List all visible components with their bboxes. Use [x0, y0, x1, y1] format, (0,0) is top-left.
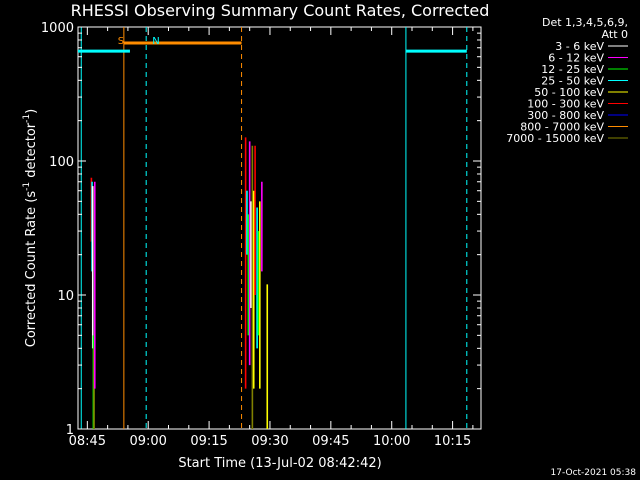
- flag-marker-n: N: [152, 36, 159, 47]
- x-axis-label: Start Time (13-Jul-02 08:42:42): [178, 456, 381, 471]
- legend-label-0: 3 - 6 keV: [555, 40, 604, 53]
- y-axis-label: Corrected Count Rate (s-1 detector-1): [22, 109, 39, 347]
- y-tick-label-0: 1: [66, 423, 74, 438]
- y-axis: 1 10 100 1000: [41, 21, 481, 438]
- x-tick-label-5: 10:00: [373, 434, 410, 449]
- y-tick-label-3: 1000: [41, 21, 74, 36]
- y-axis-label-sup2: -1: [22, 114, 32, 123]
- legend-label-2: 12 - 25 keV: [541, 63, 604, 76]
- flag-marker-s: S: [118, 36, 124, 47]
- legend-label-8: 7000 - 15000 keV: [506, 132, 604, 145]
- legend-label-3: 25 - 50 keV: [541, 75, 604, 88]
- legend-label-1: 6 - 12 keV: [548, 52, 604, 65]
- x-tick-label-6: 10:15: [434, 434, 471, 449]
- legend-label-6: 300 - 800 keV: [527, 109, 604, 122]
- x-tick-label-1: 09:00: [129, 434, 166, 449]
- footer-timestamp: 17-Oct-2021 05:38: [551, 468, 637, 478]
- x-tick-label-0: 08:45: [69, 434, 106, 449]
- y-axis-label-part3: ): [24, 109, 39, 114]
- y-axis-label-part2: detector: [24, 122, 39, 182]
- legend-header-1: Det 1,3,4,5,6,9,: [542, 16, 628, 29]
- x-tick-label-3: 09:30: [251, 434, 288, 449]
- legend-label-7: 800 - 7000 keV: [520, 121, 604, 134]
- chart-title: RHESSI Observing Summary Count Rates, Co…: [71, 1, 490, 20]
- x-tick-label-2: 09:15: [190, 434, 227, 449]
- x-axis: 08:45 09:00 09:15 09:30 09:45 10:00 10:15: [69, 27, 474, 449]
- plot-frame: [77, 26, 482, 430]
- y-tick-label-2: 100: [49, 155, 74, 170]
- x-tick-label-4: 09:45: [312, 434, 349, 449]
- y-tick-label-1: 10: [57, 289, 74, 304]
- y-axis-label-sup1: -1: [22, 182, 32, 191]
- legend-label-4: 50 - 100 keV: [534, 86, 604, 99]
- legend-label-5: 100 - 300 keV: [527, 98, 604, 111]
- legend-header-2: Att 0: [602, 28, 628, 41]
- y-axis-label-part1: Corrected Count Rate (s: [24, 191, 39, 348]
